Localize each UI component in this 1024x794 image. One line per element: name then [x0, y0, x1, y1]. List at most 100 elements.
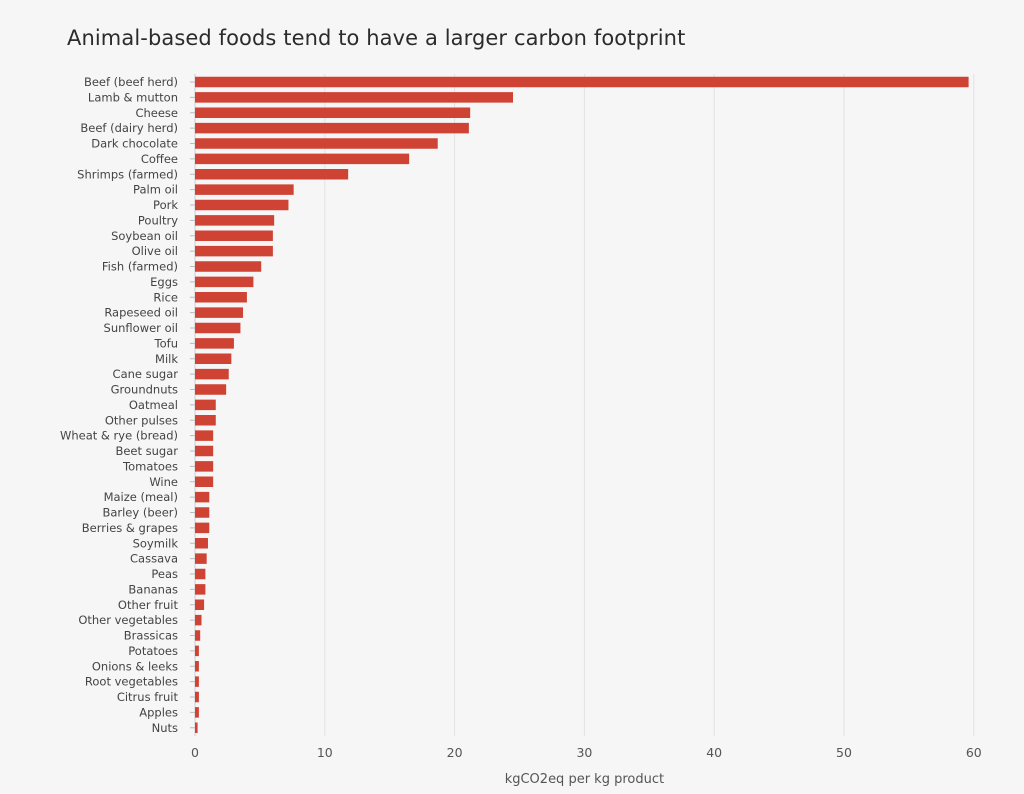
bar-cassava[interactable]: [195, 553, 207, 564]
bar-cane-sugar[interactable]: [195, 368, 229, 380]
category-label: Berries & grapes: [82, 521, 178, 535]
bar-beet-sugar[interactable]: [195, 445, 214, 457]
category-label: Beet sugar: [115, 444, 178, 458]
category-label: Maize (meal): [104, 490, 178, 504]
category-label: Olive oil: [132, 244, 178, 258]
category-label: Bananas: [128, 582, 178, 596]
category-label: Soymilk: [133, 536, 179, 550]
category-label: Onions & leeks: [92, 659, 178, 673]
category-label: Citrus fruit: [117, 690, 179, 704]
category-label: Lamb & mutton: [88, 90, 178, 104]
category-label: Beef (dairy herd): [80, 121, 178, 135]
bar-berries-grapes[interactable]: [195, 522, 210, 534]
bar-milk[interactable]: [195, 353, 232, 365]
category-label: Fish (farmed): [102, 260, 178, 274]
category-label: Potatoes: [128, 644, 178, 658]
category-label: Brassicas: [124, 629, 178, 643]
bar-groundnuts[interactable]: [195, 384, 227, 395]
x-tick-label: 10: [317, 745, 333, 760]
bar-wine[interactable]: [195, 476, 214, 488]
x-tick-labels: 0 10 20 30 40 50 60: [191, 745, 982, 760]
bar-eggs[interactable]: [195, 276, 254, 288]
bar-lamb-mutton[interactable]: [195, 92, 514, 103]
x-tick-label: 20: [447, 745, 463, 760]
category-label: Cane sugar: [113, 367, 179, 381]
bar-root-vegetables[interactable]: [195, 676, 199, 687]
category-label: Groundnuts: [111, 383, 178, 397]
bar-rice[interactable]: [195, 292, 247, 303]
category-label: Peas: [151, 567, 178, 581]
bar-potatoes[interactable]: [195, 645, 199, 657]
x-tick-label: 40: [706, 745, 722, 760]
category-label: Coffee: [141, 152, 178, 166]
category-labels: Beef (beef herd)Lamb & mutton CheeseBeef …: [60, 75, 195, 735]
bar-brassicas[interactable]: [195, 630, 201, 641]
category-label: Rice: [153, 290, 178, 304]
bar-citrus-fruit[interactable]: [195, 691, 199, 703]
category-label: Other pulses: [105, 413, 178, 427]
category-label: Root vegetables: [85, 675, 178, 689]
bar-palm-oil[interactable]: [195, 184, 294, 195]
category-label: Nuts: [152, 721, 178, 735]
x-tick-label: 50: [836, 745, 852, 760]
bar-oatmeal[interactable]: [195, 399, 216, 411]
category-label: Oatmeal: [129, 398, 178, 412]
bar-wheat-rye-bread[interactable]: [195, 430, 214, 441]
bar-beef-dairy-herd[interactable]: [195, 122, 469, 134]
category-label: Milk: [155, 352, 178, 366]
bar-tofu[interactable]: [195, 338, 234, 349]
chart-title: Animal-based foods tend to have a larger…: [67, 26, 686, 50]
bar-cheese[interactable]: [195, 107, 471, 119]
bar-apples[interactable]: [195, 707, 199, 718]
category-label: Poultry: [138, 213, 178, 227]
category-label: Shrimps (farmed): [77, 167, 178, 181]
category-label: Tofu: [154, 336, 178, 350]
bar-shrimps-farmed[interactable]: [195, 169, 349, 180]
category-label: Wheat & rye (bread): [60, 429, 178, 443]
category-label: Beef (beef herd): [84, 75, 178, 89]
category-label: Apples: [139, 705, 178, 719]
category-label: Dark chocolate: [91, 137, 178, 151]
category-label: Pork: [153, 198, 178, 212]
category-label: Cheese: [135, 106, 178, 120]
bar-onions-leeks[interactable]: [195, 661, 199, 672]
bar-tomatoes[interactable]: [195, 461, 214, 472]
bar-coffee[interactable]: [195, 153, 410, 165]
bar-rapeseed-oil[interactable]: [195, 307, 244, 318]
bar-dark-chocolate[interactable]: [195, 138, 438, 149]
category-label: Cassava: [130, 552, 178, 566]
category-label: Wine: [149, 475, 178, 489]
bar-nuts[interactable]: [195, 722, 198, 734]
bar-peas[interactable]: [195, 568, 206, 580]
bar-sunflower-oil[interactable]: [195, 322, 241, 334]
category-label: Eggs: [150, 275, 178, 289]
category-label: Rapeseed oil: [104, 306, 178, 320]
category-label: Barley (beer): [102, 506, 178, 520]
x-tick-label: 60: [966, 745, 982, 760]
gridlines: [194, 74, 975, 736]
category-label: Palm oil: [133, 183, 178, 197]
bar-fish-farmed[interactable]: [195, 261, 262, 272]
bar-maize-meal[interactable]: [195, 491, 210, 503]
bar-poultry[interactable]: [195, 215, 275, 226]
bar-beef-beef-herd[interactable]: [195, 76, 969, 88]
x-axis-title: kgCO2eq per kg product: [505, 772, 664, 787]
bar-other-vegetables[interactable]: [195, 614, 202, 626]
category-label: Other fruit: [118, 598, 179, 612]
category-label: Sunflower oil: [104, 321, 178, 335]
category-label: Tomatoes: [122, 459, 178, 473]
bars: [195, 76, 969, 734]
bar-soybean-oil[interactable]: [195, 230, 273, 242]
category-label: Other vegetables: [78, 613, 178, 627]
bar-olive-oil[interactable]: [195, 245, 273, 257]
bar-other-pulses[interactable]: [195, 415, 216, 426]
category-label: Soybean oil: [111, 229, 178, 243]
bar-bananas[interactable]: [195, 584, 206, 595]
bar-pork[interactable]: [195, 199, 289, 211]
x-tick-label: 30: [576, 745, 592, 760]
x-tick-label: 0: [191, 745, 199, 760]
bar-soymilk[interactable]: [195, 538, 208, 549]
bar-barley-beer[interactable]: [195, 507, 210, 518]
bar-other-fruit[interactable]: [195, 599, 205, 611]
